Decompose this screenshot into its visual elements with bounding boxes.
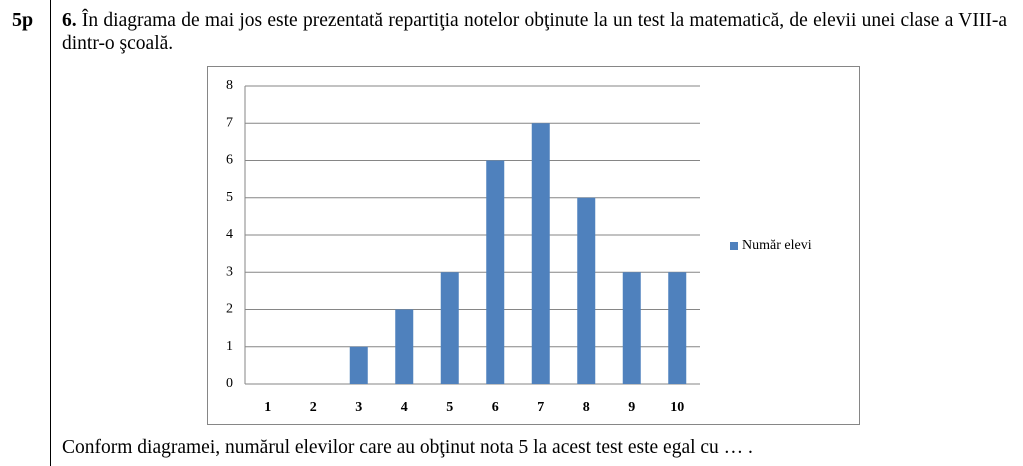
x-tick-label: 3 — [355, 400, 362, 415]
x-tick-label: 1 — [264, 400, 271, 415]
y-tick-label: 0 — [226, 376, 233, 391]
bar — [668, 272, 687, 384]
bar — [395, 309, 414, 384]
y-tick-label: 7 — [226, 115, 233, 130]
x-tick-label: 7 — [537, 400, 544, 415]
bar — [622, 272, 641, 384]
x-tick-label: 8 — [583, 400, 590, 415]
x-tick-label: 5 — [446, 400, 453, 415]
y-tick-label: 4 — [226, 227, 233, 242]
y-tick-label: 3 — [226, 264, 233, 279]
x-tick-label: 10 — [670, 400, 684, 415]
points: 5p — [12, 9, 34, 31]
x-tick-label: 9 — [628, 400, 635, 415]
chart: 0 1 2 3 4 5 6 7 8 1 2 3 4 5 6 7 8 9 10 Număr elevi — [207, 66, 860, 425]
bar — [486, 160, 505, 384]
bar — [577, 197, 596, 384]
question-number: 6. — [62, 10, 77, 31]
legend-swatch — [730, 242, 738, 250]
question: 6. În diagrama de mai jos este prezentat… — [62, 9, 1007, 55]
y-tick-label: 8 — [226, 78, 233, 93]
bar — [440, 272, 459, 384]
x-tick-label: 2 — [310, 400, 317, 415]
y-tick-label: 2 — [226, 302, 233, 317]
y-tick-label: 1 — [226, 339, 233, 354]
y-tick-label: 5 — [226, 190, 233, 205]
bar — [531, 123, 550, 384]
bar — [349, 346, 368, 384]
y-tick-label: 6 — [226, 153, 233, 168]
footer: Conform diagramei, numărul elevilor care… — [62, 437, 753, 458]
legend-label: Număr elevi — [742, 238, 812, 253]
x-tick-label: 4 — [401, 400, 408, 415]
x-tick-label: 6 — [492, 400, 499, 415]
question-text: În diagrama de mai jos este prezentată r… — [62, 10, 1007, 54]
margin-line — [50, 0, 51, 466]
